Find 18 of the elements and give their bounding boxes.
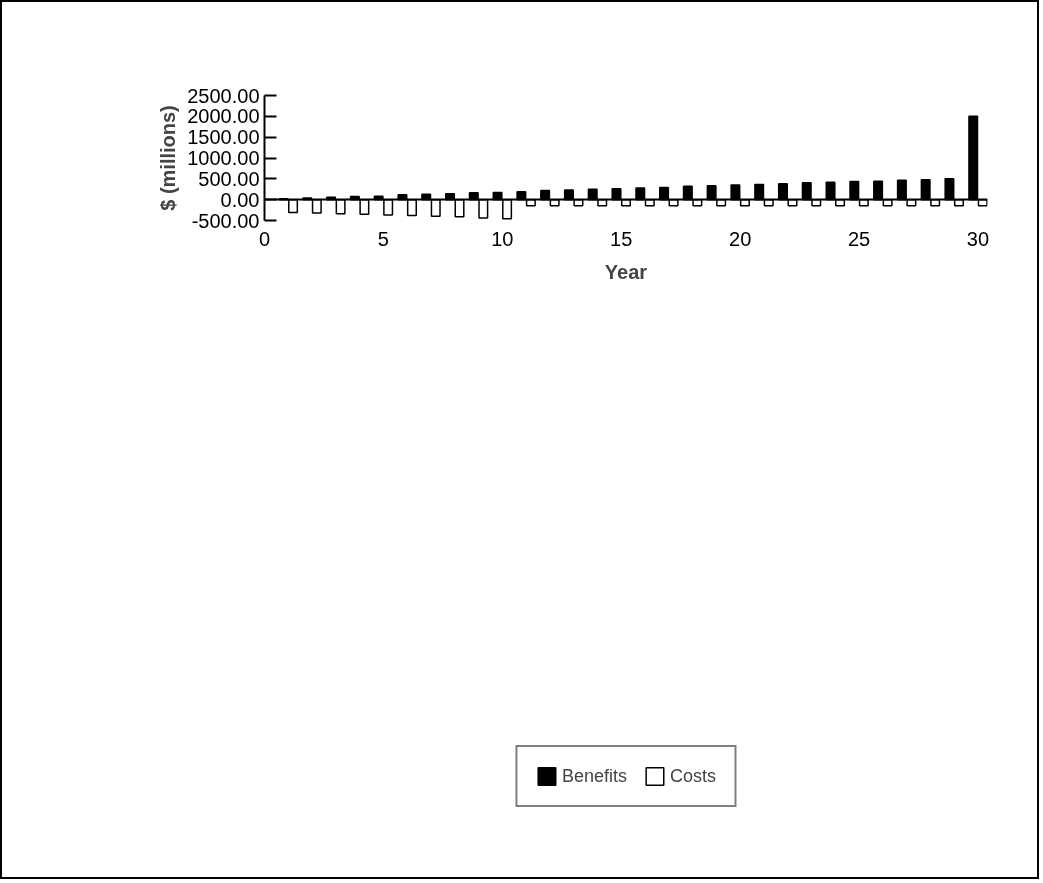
y-tick-label: 2000.00: [187, 105, 260, 128]
legend-label: Costs: [670, 765, 717, 787]
y-tick-label: 0.00: [220, 188, 260, 211]
x-tick-label: 15: [610, 227, 633, 250]
y-tick-label: 1500.00: [187, 126, 260, 149]
x-axis-title: Year: [604, 260, 648, 283]
y-tick-label: 500.00: [198, 167, 260, 190]
y-tick-label: 1000.00: [187, 147, 260, 169]
y-tick-label: 2500.00: [187, 84, 260, 107]
y-tick-label: -500.00: [191, 209, 260, 232]
x-tick-label: 10: [491, 227, 514, 250]
legend-label: Benefits: [561, 765, 628, 787]
x-tick-label: 20: [729, 227, 752, 250]
x-tick-label: 25: [847, 227, 871, 250]
y-axis-title: $ (millions): [157, 105, 180, 211]
x-tick-label: 0: [258, 227, 271, 250]
x-tick-label: 30: [966, 227, 990, 250]
x-tick-label: 5: [377, 227, 389, 250]
